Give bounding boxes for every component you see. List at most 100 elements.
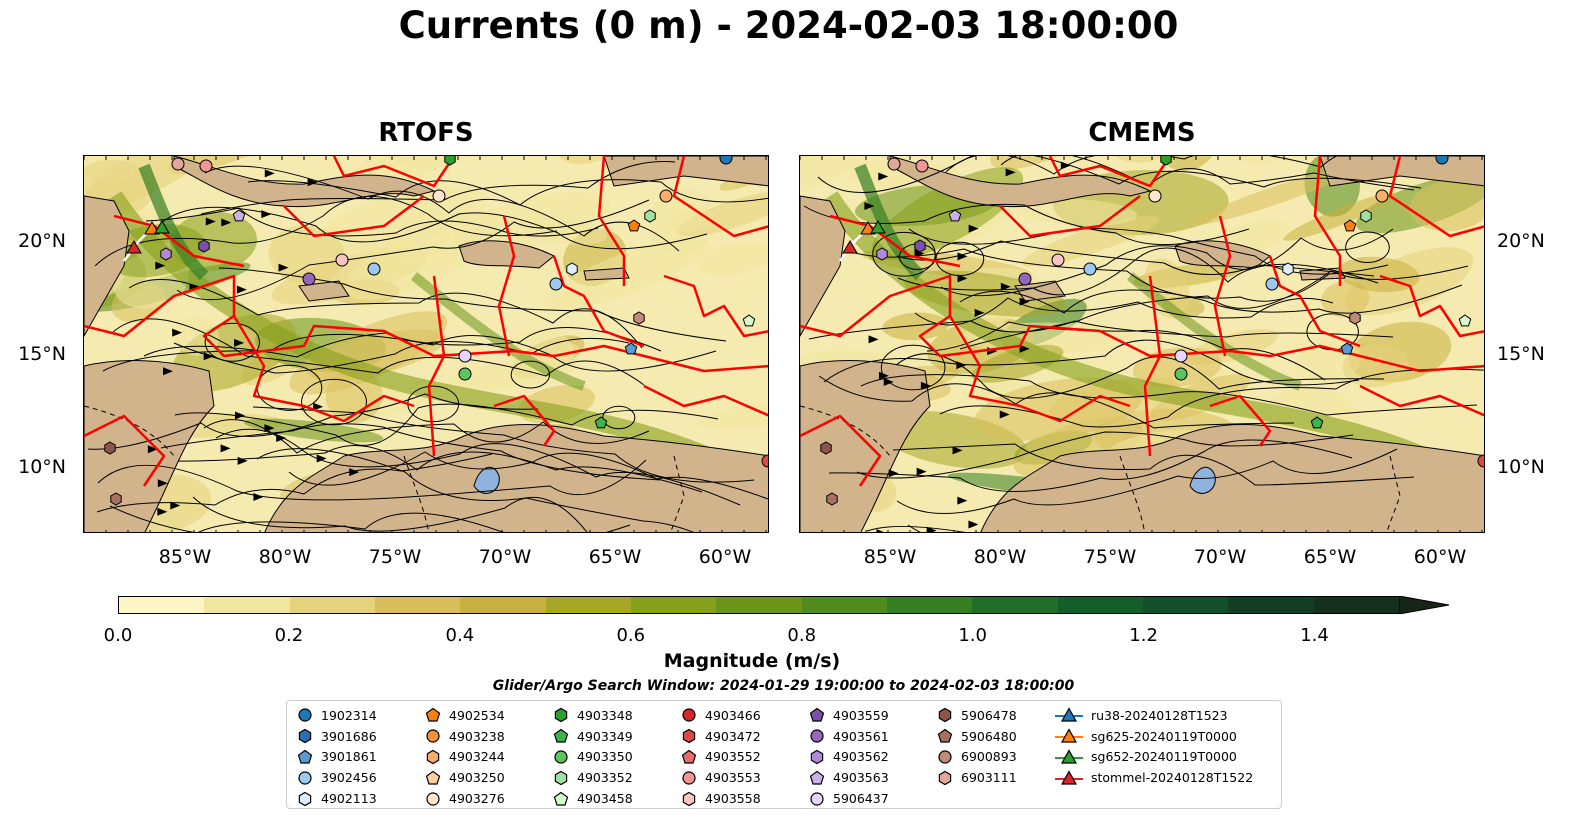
argo-float-marker [232, 209, 246, 222]
streamline-arrow [957, 496, 968, 505]
streamline [173, 337, 630, 374]
streamline [895, 353, 1385, 399]
legend-label: 4903553 [705, 770, 761, 786]
streamline-arrow [157, 507, 168, 516]
argo-float-marker [659, 189, 673, 203]
legend: 1902314 3901686 3901861 3902456 4902113 49025… [286, 700, 1282, 809]
eez-boundary [800, 414, 882, 487]
streamline [808, 320, 1394, 340]
circle-marker-icon [298, 708, 312, 722]
land-jamaica [298, 280, 350, 302]
legend-label: 4903561 [833, 728, 889, 744]
argo-float-marker [915, 159, 929, 173]
lat-label-10n-left: 10°N [18, 456, 66, 478]
argo-float-marker [198, 239, 210, 253]
legend-item: 4902113 [297, 788, 377, 809]
lon-label-65w-left: 65°W [588, 546, 642, 568]
argo-float-marker [624, 342, 638, 355]
legend-item: 4903349 [553, 726, 633, 747]
current-speed-patch [1409, 180, 1484, 232]
argo-float-marker [644, 209, 656, 223]
colorbar-tick-label: 0.6 [616, 625, 646, 646]
circle-marker-icon [810, 791, 824, 806]
pentagon-marker-icon [681, 749, 697, 764]
current-jet [822, 191, 1484, 494]
hexagon-marker-icon [298, 791, 312, 806]
streamline [959, 265, 1469, 350]
streamline-arrow [952, 446, 963, 455]
panel-title-rtofs: RTOFS [378, 118, 474, 148]
legend-label: 4903466 [705, 707, 761, 723]
current-jet [410, 272, 586, 391]
current-speed-patch [1143, 258, 1190, 319]
current-speed-patch [343, 156, 499, 197]
streamline [914, 297, 1334, 326]
legend-label: 4903276 [449, 791, 505, 807]
streamline [97, 459, 647, 501]
eez-boundary [1048, 156, 1172, 188]
triangle-line-marker-icon [1055, 728, 1083, 743]
legend-label: 3901686 [321, 728, 377, 744]
streamline [96, 453, 493, 513]
streamline-arrow [864, 201, 875, 210]
argo-float-marker [826, 492, 838, 506]
current-speed-patch [800, 156, 882, 202]
legend-label: 4903458 [577, 791, 633, 807]
legend-label: 4903563 [833, 770, 889, 786]
streamline-arrow [163, 367, 174, 376]
argo-float-marker [627, 219, 641, 232]
legend-item: 4903466 [681, 705, 761, 726]
rtofs-map[interactable] [83, 155, 769, 533]
argo-float-marker [1174, 349, 1188, 363]
lat-label-20n-left: 20°N [18, 230, 66, 252]
argo-float-marker [742, 314, 756, 327]
cmems-map[interactable] [799, 155, 1485, 533]
colorbar-tick-label: 0.8 [787, 625, 817, 646]
legend-item: 1902314 [297, 705, 377, 726]
argo-float-marker [820, 441, 832, 455]
argo-float-marker [1051, 253, 1065, 267]
colorbar-segment [716, 597, 802, 613]
argo-float-marker [335, 253, 349, 267]
pentagon-marker-icon [809, 770, 825, 785]
eez-boundary [800, 274, 1484, 373]
hexagon-marker-icon [682, 728, 696, 744]
legend-item: sg625-20240119T0000 [1055, 726, 1253, 747]
streamline-arrow [234, 338, 245, 347]
argo-float-marker [458, 367, 472, 381]
argo-float-marker [1343, 219, 1357, 232]
legend-column: ru38-20240128T1523 sg625-20240119T0000 sg6… [1055, 705, 1253, 788]
lat-label-20n-right: 20°N [1497, 230, 1545, 252]
streamline [803, 203, 1250, 245]
argo-float-marker [948, 209, 962, 222]
streamline [145, 207, 599, 237]
streamline-arrow [313, 402, 324, 411]
streamline-arrow [1019, 297, 1030, 306]
argo-float-marker [1018, 272, 1032, 286]
glider-marker [860, 221, 876, 235]
legend-item: 3901861 [297, 747, 377, 768]
lon-label-60w-left: 60°W [698, 546, 752, 568]
streamline [940, 228, 1394, 297]
streamline [111, 318, 645, 386]
current-speed-patch [289, 311, 448, 395]
pentagon-marker-icon [425, 770, 441, 785]
eez-boundary [427, 275, 446, 457]
streamline-arrow [264, 424, 275, 433]
streamline [823, 339, 1360, 386]
eez-boundary [672, 156, 768, 238]
glider-marker [154, 220, 170, 234]
legend-item: sg652-20240119T0000 [1055, 747, 1253, 768]
legend-label: 5906437 [833, 791, 889, 807]
legend-item: 6903111 [937, 767, 1017, 788]
current-speed-patch [1321, 280, 1370, 318]
argo-float-marker [1160, 156, 1172, 166]
legend-label: 4903558 [705, 791, 761, 807]
current-speed-patch [882, 312, 949, 341]
pentagon-marker-icon [937, 728, 953, 743]
streamline [288, 451, 768, 500]
argo-float-marker [1360, 209, 1372, 223]
triangle-line-marker-icon [1055, 707, 1083, 722]
streamline-arrow [968, 520, 979, 529]
eez-boundary [552, 255, 645, 348]
